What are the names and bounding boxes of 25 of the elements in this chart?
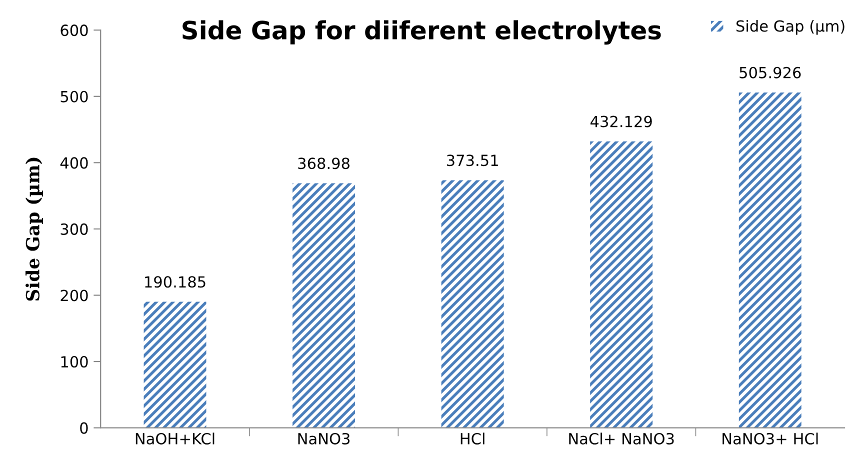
legend-label: Side Gap (µm) (736, 20, 844, 35)
data-label: 190.185 (145, 276, 206, 288)
x-tick-label: NaNO3+ HCl (722, 432, 818, 444)
bar (738, 92, 802, 428)
x-tick-label: NaOH+KCl (136, 432, 214, 444)
y-tick-label: 0 (80, 422, 88, 434)
x-tick-label: NaCl+ NaNO3 (569, 432, 674, 444)
y-tick-label: 500 (60, 90, 88, 102)
data-label: 432.129 (590, 116, 652, 128)
data-label: 368.98 (298, 158, 350, 170)
y-tick-label: 300 (60, 223, 88, 235)
y-tick-label: 400 (60, 157, 88, 169)
data-label: 373.51 (447, 154, 498, 166)
x-tick-label: NaNO3 (298, 432, 350, 444)
y-tick-label: 100 (61, 356, 88, 368)
data-label: 505.926 (740, 66, 801, 78)
x-tick-label: HCl (460, 432, 484, 444)
y-tick-label: 600 (60, 24, 88, 36)
chart-title: Side Gap for diiferent electrolytes (182, 20, 661, 45)
bar (590, 141, 653, 428)
y-axis-title: Side Gap (µm) (26, 158, 43, 301)
y-tick-label: 200 (60, 290, 88, 302)
bar (292, 183, 356, 428)
bar (441, 180, 504, 428)
bar (144, 302, 206, 428)
